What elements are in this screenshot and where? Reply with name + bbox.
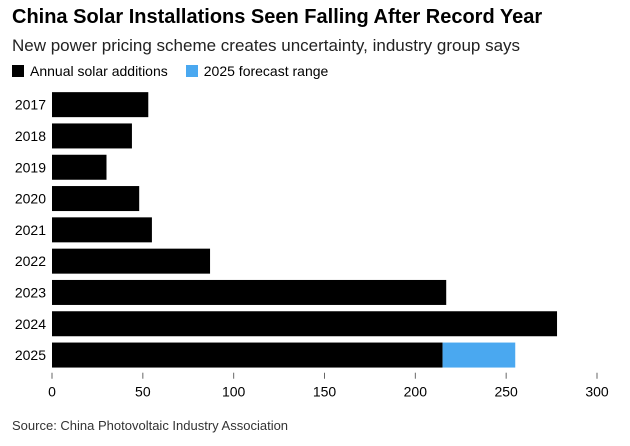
bar-2025-series-0 <box>52 342 443 368</box>
category-label-2025: 2025 <box>15 347 46 363</box>
category-label-2023: 2023 <box>15 284 46 300</box>
bar-2022-series-0 <box>52 248 211 274</box>
category-label-2018: 2018 <box>15 128 46 144</box>
x-tick-label-0: 0 <box>48 384 56 400</box>
x-tick-label-200: 200 <box>404 384 428 400</box>
legend-item-forecast: 2025 forecast range <box>185 63 329 79</box>
x-tick-label-250: 250 <box>494 384 518 400</box>
legend: Annual solar additions 2025 forecast ran… <box>12 63 346 79</box>
bar-2024-series-0 <box>52 311 558 337</box>
bar-2021-series-0 <box>52 217 152 243</box>
x-tick-label-50: 50 <box>135 384 151 400</box>
legend-item-annual: Annual solar additions <box>12 63 168 79</box>
x-tick-label-150: 150 <box>313 384 337 400</box>
bar-2020-series-0 <box>52 186 140 212</box>
category-label-2019: 2019 <box>15 159 46 175</box>
bar-2023-series-0 <box>52 279 447 305</box>
legend-swatch-forecast <box>185 65 198 77</box>
x-tick-label-300: 300 <box>585 384 609 400</box>
category-label-2024: 2024 <box>15 316 46 332</box>
chart-subtitle: New power pricing scheme creates uncerta… <box>12 36 521 55</box>
category-label-2017: 2017 <box>15 97 46 113</box>
bar-2025-series-1 <box>442 342 516 368</box>
bar-2018-series-0 <box>52 123 132 149</box>
x-tick-label-100: 100 <box>222 384 246 400</box>
source-note: Source: China Photovoltaic Industry Asso… <box>12 418 289 433</box>
legend-label-annual: Annual solar additions <box>30 63 168 79</box>
chart-title: China Solar Installations Seen Falling A… <box>12 6 543 28</box>
legend-swatch-annual <box>12 65 24 77</box>
legend-label-forecast: 2025 forecast range <box>203 63 329 79</box>
category-label-2020: 2020 <box>15 191 46 207</box>
category-label-2022: 2022 <box>15 253 46 269</box>
bar-chart: 2017 2018 2019 2020 2021 2022 2023 2024 2025 0 50 1… <box>15 92 609 400</box>
category-label-2021: 2021 <box>15 222 46 238</box>
bar-2019-series-0 <box>52 154 107 180</box>
bar-2017-series-0 <box>52 92 149 118</box>
